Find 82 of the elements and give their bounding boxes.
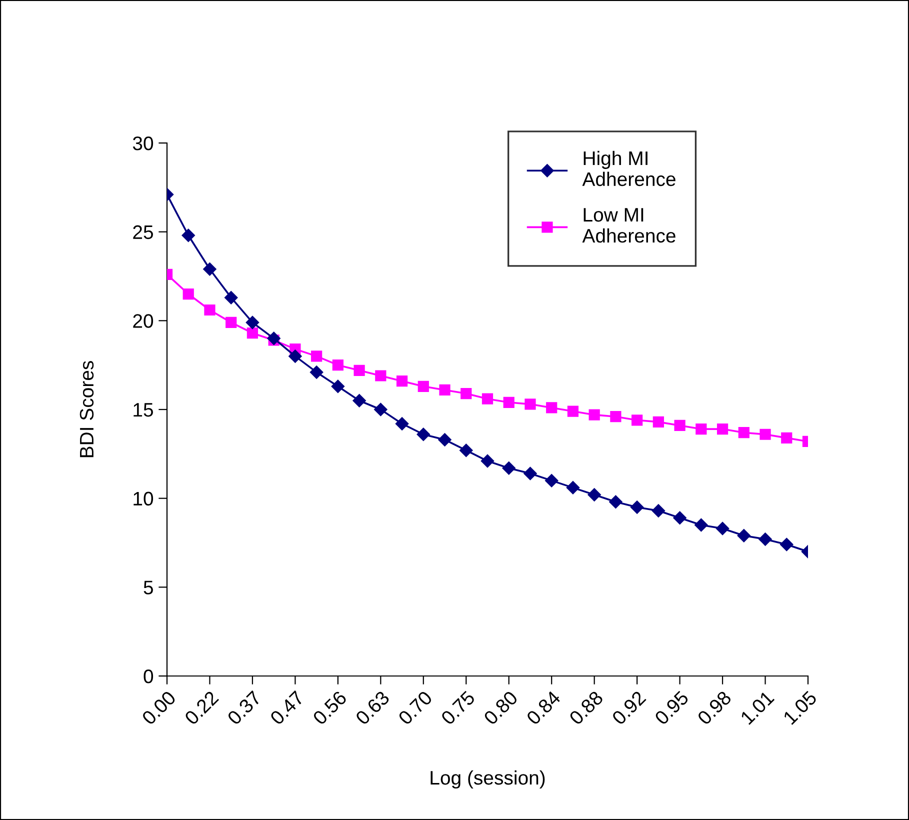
point: [460, 388, 472, 400]
point: [310, 366, 324, 379]
x-tick-label: 0.92: [611, 690, 646, 726]
point: [609, 495, 622, 508]
y-tick-label: 15: [134, 403, 153, 417]
point: [737, 529, 750, 542]
point: [546, 402, 558, 414]
x-tick-label: 0.63: [354, 690, 390, 726]
x-tick-label: 0.88: [568, 690, 604, 726]
point: [652, 504, 666, 518]
point: [439, 384, 450, 396]
point: [418, 380, 429, 392]
point: [332, 360, 344, 371]
point: [632, 414, 643, 426]
point: [503, 396, 514, 408]
legend-label: High MI Adherence: [582, 150, 676, 186]
x-tick-label: 0.70: [398, 690, 433, 726]
point: [694, 518, 708, 532]
y-tick-label: 0: [144, 669, 154, 684]
point: [716, 522, 730, 536]
point: [760, 428, 771, 440]
x-tick-label: 0.95: [654, 690, 690, 726]
point: [482, 393, 494, 404]
point: [246, 316, 260, 330]
point: [416, 428, 430, 441]
point: [203, 262, 216, 276]
point: [226, 316, 237, 328]
point: [738, 427, 750, 438]
x-tick-label: 1.01: [740, 690, 775, 726]
point: [460, 444, 473, 457]
point: [375, 370, 386, 382]
point: [567, 406, 579, 417]
point: [438, 433, 452, 446]
x-axis-title: Log (session): [430, 770, 545, 789]
point: [610, 411, 622, 422]
point: [545, 474, 558, 488]
point: [204, 304, 216, 316]
point: [288, 350, 302, 363]
point: [354, 364, 365, 376]
point: [246, 328, 258, 339]
point: [716, 423, 728, 435]
point: [674, 420, 686, 432]
point: [673, 511, 686, 524]
x-tick-label: 0.98: [696, 690, 732, 726]
point: [588, 409, 600, 420]
y-tick-label: 20: [133, 314, 154, 328]
point: [524, 466, 537, 480]
point: [566, 481, 580, 494]
x-tick-label: 0.37: [226, 690, 262, 726]
point: [267, 332, 280, 346]
point: [224, 290, 238, 304]
x-tick-label: 0.47: [269, 690, 305, 726]
point: [480, 454, 494, 468]
point: [395, 417, 409, 430]
y-tick-label: 30: [132, 136, 154, 150]
point: [780, 538, 794, 552]
y-tick-label: 5: [144, 580, 153, 594]
x-tick-label: 0.22: [184, 690, 220, 726]
legend-label: Low MI Adherence: [582, 208, 676, 243]
point: [502, 462, 516, 475]
point: [524, 398, 536, 410]
y-axis-title: BDI Scores: [80, 361, 94, 458]
point: [331, 380, 345, 393]
point: [396, 376, 408, 387]
point: [781, 432, 792, 444]
x-tick-label: 0.00: [141, 690, 177, 726]
point: [352, 394, 366, 408]
x-tick-label: 0.84: [526, 690, 562, 726]
point: [630, 500, 644, 514]
point: [696, 423, 707, 435]
x-tick-label: 0.75: [440, 690, 476, 726]
y-tick-label: 10: [134, 492, 154, 506]
point: [374, 402, 388, 416]
y-tick-label: 25: [133, 225, 153, 240]
point: [311, 350, 322, 362]
point: [182, 288, 194, 300]
x-tick-label: 0.80: [483, 690, 518, 726]
x-tick-label: 0.56: [312, 690, 348, 726]
point: [758, 532, 772, 546]
point: [652, 416, 664, 428]
point: [182, 228, 195, 242]
point: [588, 488, 601, 502]
